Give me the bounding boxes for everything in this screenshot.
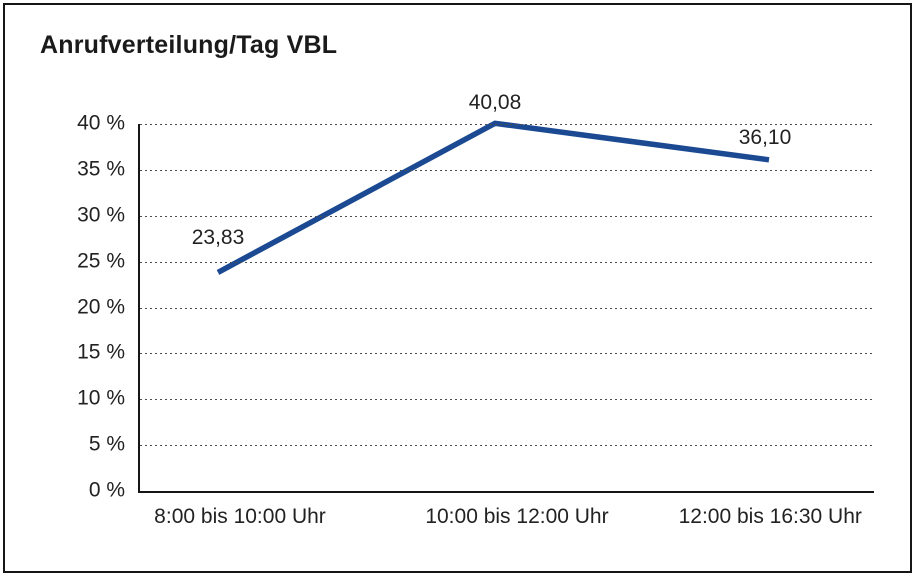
data-label: 36,10 [738, 125, 792, 149]
chart-title: Anrufverteilung/Tag VBL [40, 31, 338, 59]
y-axis-line [138, 124, 140, 493]
gridline [140, 308, 872, 309]
y-tick-label: 35 % [77, 157, 125, 181]
trend-line [216, 120, 770, 275]
gridline [140, 445, 872, 446]
gridline [140, 399, 872, 400]
gridline [140, 124, 872, 125]
y-axis-labels: 0 % 5 % 10 % 15 % 20 % 25 % 30 % 35 % 40 % [0, 112, 125, 502]
x-tick-label: 12:00 bis 16:30 Uhr [678, 505, 862, 528]
gridline [140, 353, 872, 354]
y-tick-label: 25 % [77, 249, 125, 273]
y-tick-label: 20 % [77, 295, 125, 319]
x-axis-labels: 8:00 bis 10:00 Uhr 10:00 bis 12:00 Uhr 12:… [140, 505, 872, 535]
y-tick-label: 5 % [88, 432, 125, 456]
x-axis-line [138, 491, 874, 493]
x-tick-label: 8:00 bis 10:00 Uhr [154, 505, 326, 528]
y-tick-label: 15 % [77, 340, 125, 364]
gridline [140, 216, 872, 217]
data-label: 40,08 [468, 91, 522, 115]
y-tick-label: 0 % [88, 478, 125, 502]
y-tick-label: 30 % [77, 203, 125, 227]
gridline [140, 262, 872, 263]
y-tick-label: 10 % [77, 386, 125, 410]
y-tick-label: 40 % [77, 111, 125, 135]
data-label: 23,83 [191, 226, 245, 250]
x-tick-label: 10:00 bis 12:00 Uhr [425, 505, 609, 528]
gridline [140, 170, 872, 171]
plot-area: 23,83 40,08 36,10 [140, 91, 872, 491]
trend-line-svg [216, 120, 770, 275]
